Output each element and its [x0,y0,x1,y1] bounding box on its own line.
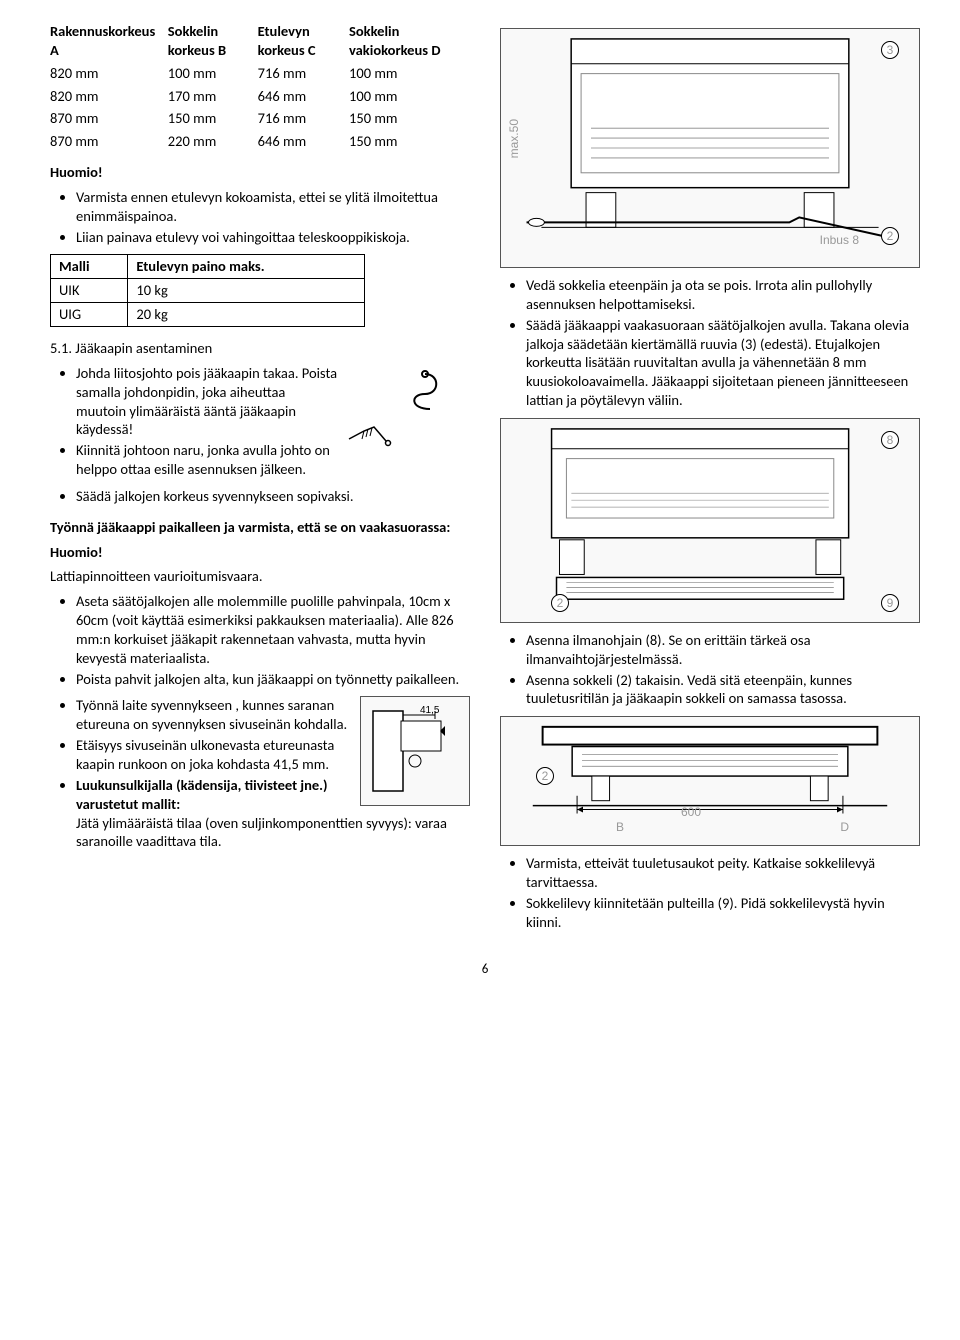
section-5-1-list-2: Säädä jalkojen korkeus syvennykseen sopi… [50,487,470,506]
list-item: Sokkelilevy kiinnitetään pulteilla (9). … [526,894,920,932]
left-column: Rakennuskorkeus A Sokkelin korkeus B Etu… [50,20,470,940]
cell: 100 mm [349,85,470,108]
max-label: max.50 [507,119,523,158]
push-notice: Huomio! [50,543,470,562]
list-item: Asenna ilmanohjain (8). Se on erittäin t… [526,631,920,669]
right3-list: Varmista, etteivät tuuletusaukot peity. … [500,854,920,931]
list-item: Säädä jalkojen korkeus syvennykseen sopi… [76,487,470,506]
cell: 820 mm [50,62,168,85]
section-5-1-title: 5.1. Jääkaapin asentaminen [50,339,470,358]
list-item: Varmista, etteivät tuuletusaukot peity. … [526,854,920,892]
600-label: 600 [681,805,701,821]
cell: 150 mm [168,107,258,130]
right-column: 3 2 max.50 Inbus 8 Vedä sokkelia eteenpä… [500,20,920,940]
cell: 716 mm [258,62,349,85]
hand-string-icon [344,409,404,464]
callout-9: 9 [881,594,899,612]
weight-header: Etulevyn paino maks. [128,255,365,279]
cell: UIG [51,303,128,327]
cell: 220 mm [168,130,258,153]
col-c-header: Etulevyn korkeus C [258,20,349,62]
cell: 20 kg [128,303,365,327]
right2-list: Asenna ilmanohjain (8). Se on erittäin t… [500,631,920,708]
col-d-header: Sokkelin vakiokorkeus D [349,20,470,62]
b-label: B [616,820,624,836]
svg-text:41,5: 41,5 [420,705,440,716]
cell: 870 mm [50,130,168,153]
inbus-label: Inbus 8 [820,233,859,249]
col-a-header: Rakennuskorkeus A [50,20,168,62]
after-text: Jätä ylimääräistä tilaa (oven suljinkomp… [76,814,447,851]
col-b-header: Sokkelin korkeus B [168,20,258,62]
page-columns: Rakennuskorkeus A Sokkelin korkeus B Etu… [50,20,920,940]
cord-icon [410,364,470,419]
cell: 716 mm [258,107,349,130]
list-item: Varmista ennen etulevyn kokoamista, ette… [76,188,470,226]
list-item: Aseta säätöjalkojen alle molemmille puol… [76,592,470,667]
hinge-figure: 41,5 [360,696,470,806]
notice-heading: Huomio! [50,163,470,182]
cell: 150 mm [349,107,470,130]
weight-table: Malli Etulevyn paino maks. UIK 10 kg UIG… [50,254,365,327]
cell: 10 kg [128,279,365,303]
dimensions-table: Rakennuskorkeus A Sokkelin korkeus B Etu… [50,20,470,153]
model-header: Malli [51,255,128,279]
bold-item: Luukunsulkijalla (kädensija, tiivisteet … [76,776,328,813]
cell: 646 mm [258,130,349,153]
callout-8: 8 [881,431,899,449]
list-item: Asenna sokkeli (2) takaisin. Vedä sitä e… [526,671,920,709]
cell: 170 mm [168,85,258,108]
list-item: Liian painava etulevy voi vahingoittaa t… [76,228,470,247]
callout-2b: 2 [551,594,569,612]
cell: 100 mm [168,62,258,85]
adjustment-figure: 3 2 max.50 Inbus 8 [500,28,920,268]
cell: 820 mm [50,85,168,108]
list-item: Säädä jääkaappi vaakasuoraan säätöjalkoj… [526,316,920,410]
cell: 870 mm [50,107,168,130]
push-list: Aseta säätöjalkojen alle molemmille puol… [50,592,470,688]
notice-list: Varmista ennen etulevyn kokoamista, ette… [50,188,470,247]
callout-2: 2 [881,227,899,245]
cell: 150 mm [349,130,470,153]
page-number: 6 [50,962,920,979]
plinth-figure: 2 B D 600 [500,716,920,846]
cell: 646 mm [258,85,349,108]
list-item: Poista pahvit jalkojen alta, kun jääkaap… [76,670,470,689]
push-heading: Työnnä jääkaappi paikalleen ja varmista,… [50,518,470,537]
list-item: Kiinnitä johtoon naru, jonka avulla joht… [76,441,470,479]
cell: 100 mm [349,62,470,85]
push-warn: Lattiapinnoitteen vaurioitumisvaara. [50,567,470,586]
d-label: D [840,820,849,836]
right1-list: Vedä sokkelia eteenpäin ja ota se pois. … [500,276,920,410]
list-item: Vedä sokkelia eteenpäin ja ota se pois. … [526,276,920,314]
cell: UIK [51,279,128,303]
section-5-1-list: Johda liitosjohto pois jääkaapin takaa. … [50,364,470,479]
callout-3: 3 [881,41,899,59]
air-guide-figure: 8 2 9 [500,418,920,623]
